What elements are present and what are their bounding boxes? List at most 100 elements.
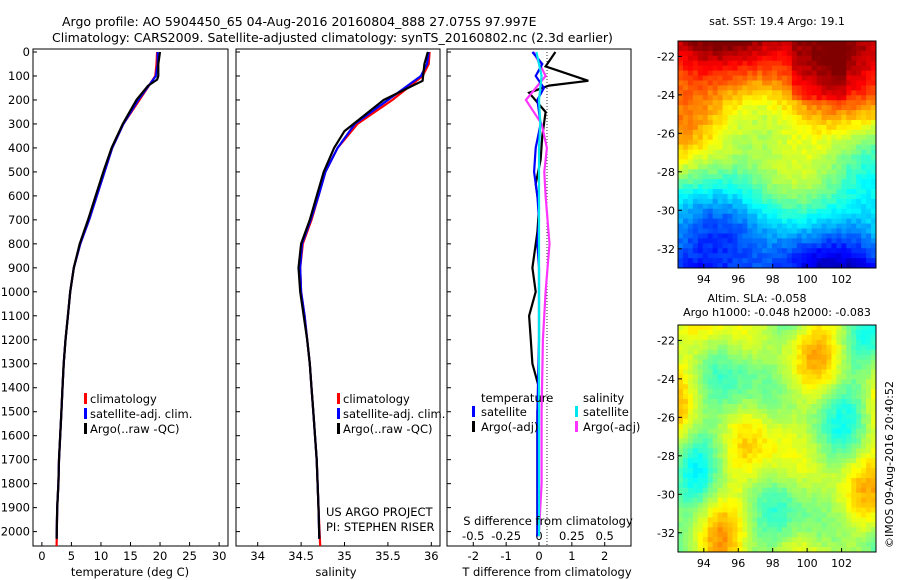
map-cell	[752, 329, 758, 336]
map-cell	[777, 110, 783, 116]
map-cell	[712, 263, 719, 268]
map-cell	[762, 482, 768, 489]
map-cell	[697, 443, 704, 449]
map-cell	[702, 487, 709, 494]
map-cell	[747, 542, 753, 548]
map-cell	[831, 487, 837, 494]
map-cell	[836, 154, 842, 161]
map-cell	[861, 369, 867, 375]
map-cell	[831, 399, 837, 405]
map-cell	[752, 55, 758, 62]
map-cell	[846, 364, 852, 371]
map-cell	[678, 399, 684, 405]
map-cell	[722, 193, 729, 200]
map-cell	[757, 41, 763, 47]
map-cell	[826, 547, 833, 552]
map-cell	[777, 359, 783, 366]
map-cell	[737, 45, 743, 52]
map-cell	[692, 149, 699, 156]
map-cell	[846, 399, 852, 405]
map-cell	[772, 329, 778, 336]
map-cell	[821, 448, 828, 454]
map-cell	[772, 453, 778, 459]
map-cell	[811, 517, 818, 523]
map-cell	[687, 329, 694, 336]
map-cell	[752, 189, 758, 195]
map-cell	[737, 139, 743, 146]
map-cell	[811, 463, 818, 469]
map-cell	[687, 394, 694, 400]
map-cell	[742, 174, 748, 180]
map-cell	[781, 502, 788, 509]
map-cell	[851, 50, 857, 57]
map-cell	[816, 547, 823, 552]
map-cell	[702, 134, 709, 141]
map-cell	[697, 438, 704, 445]
map-cell	[846, 228, 852, 235]
map-cell	[816, 208, 823, 215]
x-tick-label: 34	[250, 549, 265, 563]
map-cell	[747, 458, 753, 464]
map-cell	[682, 213, 689, 220]
map-cell	[866, 354, 872, 361]
map-cell	[727, 149, 734, 156]
map-cell	[777, 198, 783, 205]
depth-tick-label: 300	[8, 117, 30, 131]
map-cell	[732, 349, 738, 356]
map-cell	[732, 403, 738, 410]
map-cell	[811, 547, 818, 552]
map-cell	[831, 423, 837, 430]
map-cell	[762, 537, 768, 543]
map-cell	[757, 354, 763, 361]
map-cell	[712, 344, 719, 351]
map-cell	[851, 497, 857, 504]
map-cell	[861, 542, 867, 548]
map-cell	[722, 248, 729, 254]
map-cell	[712, 507, 719, 514]
map-cell	[732, 443, 738, 449]
map-cell	[826, 75, 833, 82]
map-cell	[732, 517, 738, 523]
map-cell	[697, 144, 704, 151]
map-cell	[806, 80, 813, 87]
map-cell	[742, 134, 748, 141]
map-cell	[678, 542, 684, 548]
map-cell	[806, 369, 813, 375]
map-cell	[757, 85, 763, 91]
map-cell	[692, 349, 699, 356]
map-cell	[856, 80, 862, 87]
map-cell	[836, 233, 842, 239]
map-cell	[687, 41, 694, 47]
map-cell	[757, 184, 763, 190]
map-cell	[687, 507, 694, 514]
map-cell	[786, 159, 793, 165]
map-cell	[791, 443, 798, 449]
map-cell	[826, 213, 833, 220]
map-cell	[861, 532, 867, 538]
map-cell	[866, 258, 872, 264]
map-cell	[692, 423, 699, 430]
map-cell	[678, 374, 684, 380]
map-cell	[806, 329, 813, 336]
map-cell	[836, 522, 842, 528]
sla-map-subtitle: Argo h1000: -0.048 h2000: -0.083	[683, 306, 871, 319]
map-cell	[707, 389, 714, 395]
s-tick-label: 0.25	[559, 529, 585, 543]
map-cell	[851, 110, 857, 116]
map-cell	[697, 413, 704, 420]
map-cell	[757, 50, 763, 57]
map-cell	[851, 90, 857, 96]
map-cell	[841, 339, 847, 346]
map-cell	[737, 208, 743, 215]
map-cell	[712, 547, 719, 552]
map-cell	[732, 203, 738, 210]
map-cell	[727, 473, 734, 479]
map-cell	[707, 512, 714, 519]
map-cell	[846, 468, 852, 474]
map-cell	[722, 359, 729, 366]
map-cell	[861, 198, 867, 205]
map-cell	[851, 149, 857, 156]
map-cell	[687, 228, 694, 235]
map-cell	[747, 203, 753, 210]
map-cell	[841, 389, 847, 395]
